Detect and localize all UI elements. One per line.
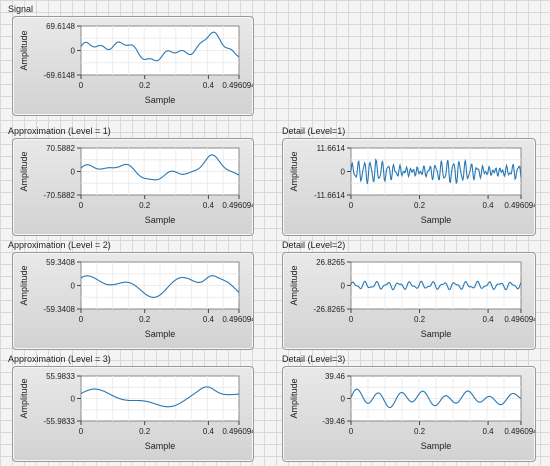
approximation-level-1-label: Approximation (Level = 1) [8, 126, 111, 136]
y-tick-label: -26.8265 [313, 305, 345, 314]
y-axis-label: Amplitude [289, 151, 299, 191]
approximation-level-2-label: Approximation (Level = 2) [8, 240, 111, 250]
signal-trace [350, 158, 522, 185]
x-tick-label: 0.496094 [504, 201, 535, 210]
x-tick-label: 0.496094 [222, 315, 253, 324]
graph-canvas: 59.3408 0 -59.3408 Amplitude 0 0.2 0.4 0.496094… [19, 258, 256, 339]
x-tick-label: 0.2 [414, 427, 426, 436]
y-tick-label: -39.46 [322, 417, 345, 426]
detail-level-3-graph[interactable]: 39.46 0 -39.46 Amplitude 0 0.2 0.4 0.496094 Samp… [282, 366, 538, 462]
x-tick-label: 0.496094 [504, 315, 535, 324]
detail-level-2-graph[interactable]: 26.8265 0 -26.8265 Amplitude 0 0.2 0.4 0.496094… [282, 252, 538, 350]
y-axis-label: Amplitude [19, 151, 29, 191]
approximation-level-1-graph[interactable]: 70.5882 0 -70.5882 Amplitude 0 0.2 0.4 0.496094… [12, 138, 256, 236]
x-tick-label: 0.496094 [222, 81, 253, 90]
x-tick-label: 0.496094 [504, 427, 535, 436]
graph-canvas: 55.9833 0 -55.9833 Amplitude 0 0.2 0.4 0.496094… [19, 372, 256, 451]
x-tick-label: 0.2 [139, 315, 151, 324]
x-tick-label: 0 [79, 315, 84, 324]
x-tick-label: 0.4 [483, 315, 495, 324]
y-axis-label: Amplitude [19, 378, 29, 418]
signal-trace [80, 154, 240, 181]
x-axis-label: Sample [145, 95, 176, 105]
signal-trace [80, 275, 240, 298]
x-axis-label: Sample [145, 441, 176, 451]
x-tick-label: 0.4 [203, 315, 215, 324]
y-tick-label: 26.8265 [316, 258, 345, 267]
x-tick-label: 0 [79, 81, 84, 90]
approximation-level-2-graph[interactable]: 59.3408 0 -59.3408 Amplitude 0 0.2 0.4 0.496094… [12, 252, 256, 350]
x-tick-label: 0.2 [139, 201, 151, 210]
x-tick-label: 0.4 [483, 427, 495, 436]
y-tick-label: -69.6148 [43, 71, 75, 80]
graph-canvas: 39.46 0 -39.46 Amplitude 0 0.2 0.4 0.496094 Samp… [289, 372, 538, 451]
y-tick-label: -11.6614 [314, 191, 346, 200]
x-axis-label: Sample [421, 441, 452, 451]
x-tick-label: 0.4 [203, 81, 215, 90]
y-axis-label: Amplitude [19, 265, 29, 305]
x-tick-label: 0 [349, 315, 354, 324]
x-tick-label: 0 [79, 427, 84, 436]
x-tick-label: 0.4 [483, 201, 495, 210]
y-tick-label: -70.5882 [43, 191, 75, 200]
x-tick-label: 0 [349, 201, 354, 210]
graph-canvas: 70.5882 0 -70.5882 Amplitude 0 0.2 0.4 0.496094… [19, 144, 256, 225]
y-tick-label: 0 [341, 395, 346, 404]
x-tick-label: 0 [349, 427, 354, 436]
x-tick-label: 0 [79, 201, 84, 210]
x-tick-label: 0.496094 [222, 201, 253, 210]
signal-graph[interactable]: 69.6148 0 -69.6148 Amplitude 0 0.2 0.4 0.496094… [12, 16, 256, 116]
y-axis-label: Amplitude [19, 30, 29, 70]
x-tick-label: 0.4 [203, 201, 215, 210]
signal-label: Signal [8, 4, 34, 14]
graph-canvas: 26.8265 0 -26.8265 Amplitude 0 0.2 0.4 0.496094… [289, 258, 538, 339]
x-axis-label: Sample [421, 215, 452, 225]
signal-trace [350, 280, 522, 291]
y-tick-label: 69.6148 [46, 22, 75, 31]
x-tick-label: 0.2 [414, 315, 426, 324]
y-tick-label: 0 [71, 168, 76, 177]
y-tick-label: 0 [71, 47, 76, 56]
x-tick-label: 0.496094 [222, 427, 253, 436]
detail-level-1-label: Detail (Level=1) [282, 126, 346, 136]
graph-canvas: 69.6148 0 -69.6148 Amplitude 0 0.2 0.4 0.496094… [19, 22, 256, 105]
detail-level-2-label: Detail (Level=2) [282, 240, 346, 250]
x-tick-label: 0.2 [139, 81, 151, 90]
y-tick-label: -55.9833 [43, 417, 75, 426]
x-axis-label: Sample [145, 329, 176, 339]
x-tick-label: 0.2 [414, 201, 426, 210]
y-tick-label: 11.6614 [317, 144, 346, 153]
x-axis-label: Sample [421, 329, 452, 339]
x-axis-label: Sample [145, 215, 176, 225]
y-tick-label: 39.46 [325, 372, 346, 381]
y-tick-label: 59.3408 [46, 258, 75, 267]
y-tick-label: 55.9833 [46, 372, 75, 381]
y-tick-label: -59.3408 [43, 305, 75, 314]
x-tick-label: 0.2 [139, 427, 151, 436]
y-tick-label: 0 [71, 282, 76, 291]
approximation-level-3-graph[interactable]: 55.9833 0 -55.9833 Amplitude 0 0.2 0.4 0.496094… [12, 366, 256, 462]
approximation-level-3-label: Approximation (Level = 3) [8, 354, 111, 364]
signal-trace [350, 388, 522, 409]
y-tick-label: 0 [341, 168, 346, 177]
y-tick-label: 0 [341, 282, 346, 291]
detail-level-3-label: Detail (Level=3) [282, 354, 346, 364]
y-axis-label: Amplitude [289, 265, 299, 305]
signal-trace [80, 386, 240, 408]
y-tick-label: 0 [71, 395, 76, 404]
signal-trace [80, 31, 240, 62]
detail-level-1-graph[interactable]: 11.6614 0 -11.6614 Amplitude 0 0.2 0.4 0.496094… [282, 138, 538, 236]
y-tick-label: 70.5882 [46, 144, 75, 153]
x-tick-label: 0.4 [203, 427, 215, 436]
y-axis-label: Amplitude [289, 378, 299, 418]
